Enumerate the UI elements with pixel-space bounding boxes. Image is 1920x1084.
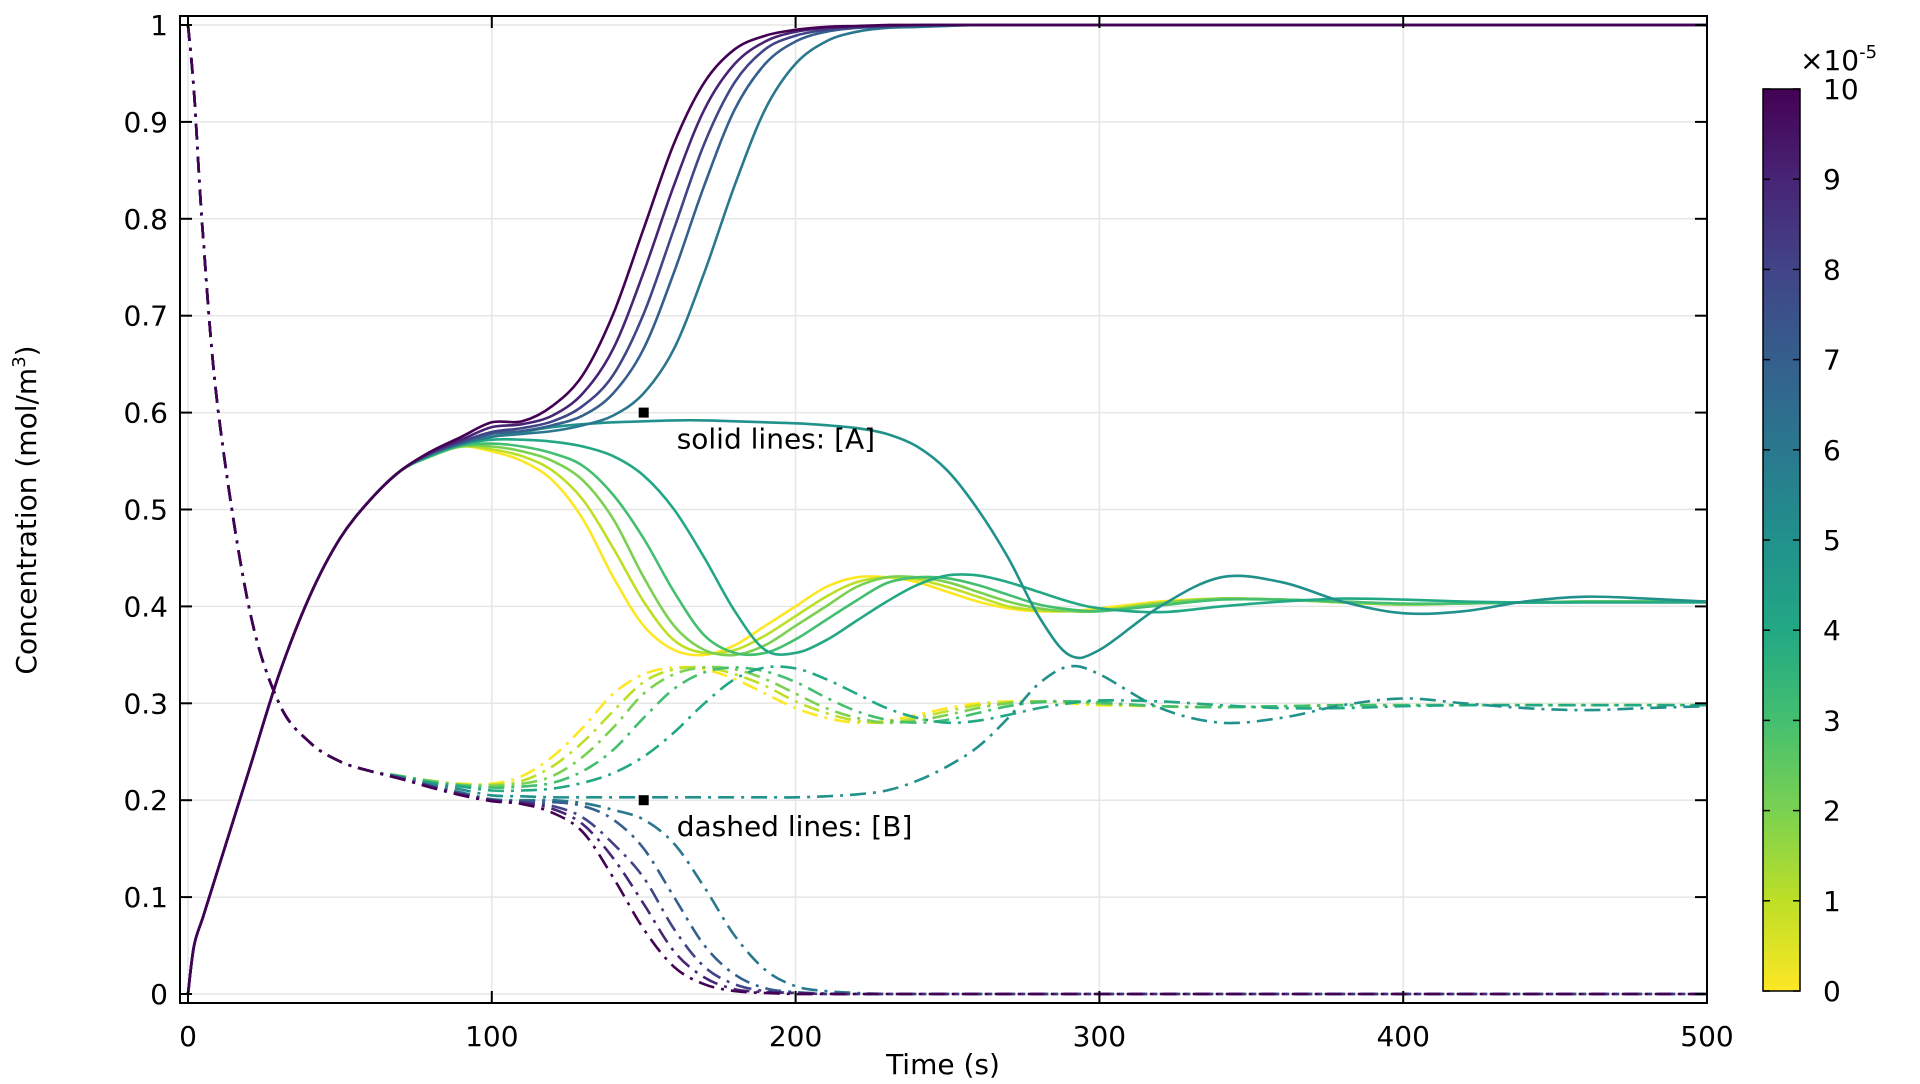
colorbar-multiplier: ×10-5 bbox=[1800, 42, 1877, 77]
colorbar-tick-label: 8 bbox=[1823, 253, 1841, 286]
y-tick-label: 0.9 bbox=[123, 106, 168, 139]
series-B-k2 bbox=[186, 24, 1706, 788]
series-A-k4 bbox=[186, 437, 1706, 995]
annotation-marker bbox=[638, 795, 649, 806]
annotations: solid lines: [A] dashed lines: [B] bbox=[638, 407, 913, 843]
series-B-k0 bbox=[186, 24, 1706, 786]
y-tick-label: 0.8 bbox=[123, 203, 168, 236]
colorbar-tick-label: 0 bbox=[1823, 975, 1841, 1008]
series-B-k4 bbox=[186, 24, 1706, 793]
y-axis-label-main: Concentration (mol/m bbox=[10, 368, 43, 675]
series-B-k3 bbox=[186, 24, 1706, 789]
y-tick-label: 0.1 bbox=[123, 881, 168, 914]
y-tick-label: 0.2 bbox=[123, 784, 168, 817]
axis-ticks: 0 100 200 300 400 500 0 0.1 0.2 0.3 0.4 0.5 0.6 0.7 0.… bbox=[123, 9, 1733, 1053]
x-tick-label: 200 bbox=[769, 1020, 822, 1053]
x-axis-label: Time (s) bbox=[885, 1048, 1000, 1080]
x-tick-label: 300 bbox=[1073, 1020, 1126, 1053]
grid bbox=[180, 16, 1708, 1003]
colorbar-tick-label: 4 bbox=[1823, 614, 1841, 647]
annotation-label: dashed lines: [B] bbox=[677, 810, 913, 843]
colorbar-multiplier-base: ×10 bbox=[1800, 44, 1859, 77]
colorbar-tick-label: 5 bbox=[1823, 524, 1841, 557]
y-tick-label: 0 bbox=[150, 978, 168, 1011]
series-B-k10 bbox=[186, 24, 1706, 996]
colorbar-tick-label: 6 bbox=[1823, 434, 1841, 467]
y-tick-label: 0.4 bbox=[123, 590, 168, 623]
x-tick-label: 0 bbox=[179, 1020, 197, 1053]
colorbar-tick-label: 7 bbox=[1823, 344, 1841, 377]
series-A-k5 bbox=[186, 418, 1706, 995]
y-tick-label: 0.7 bbox=[123, 300, 168, 333]
y-tick-label: 0.6 bbox=[123, 397, 168, 430]
series-A-k10 bbox=[186, 23, 1706, 995]
series-B-k5 bbox=[186, 24, 1706, 799]
y-axis-label-end: ) bbox=[10, 345, 43, 356]
colorbar-tick-label: 2 bbox=[1823, 795, 1841, 828]
series-B-k9 bbox=[186, 24, 1706, 996]
series-B-k1 bbox=[186, 24, 1706, 787]
x-tick-label: 100 bbox=[465, 1020, 518, 1053]
colorbar-tick-label: 1 bbox=[1823, 885, 1841, 918]
series-B-k6 bbox=[186, 24, 1706, 996]
colorbar-multiplier-exp: -5 bbox=[1859, 42, 1877, 63]
series-lines bbox=[186, 23, 1706, 996]
annotation-label: solid lines: [A] bbox=[677, 423, 875, 456]
x-tick-label: 400 bbox=[1376, 1020, 1429, 1053]
colorbar: ×10-5 0 1 2 3 4 5 6 7 8 9 10 bbox=[1762, 42, 1877, 1008]
y-tick-label: 0.3 bbox=[123, 687, 168, 720]
x-tick-label: 500 bbox=[1680, 1020, 1733, 1053]
annotation-marker bbox=[638, 407, 649, 418]
y-tick-label: 0.5 bbox=[123, 494, 168, 527]
colorbar-tick-label: 3 bbox=[1823, 704, 1841, 737]
colorbar-tick-label: 9 bbox=[1823, 163, 1841, 196]
y-axis-label: Concentration (mol/m3) bbox=[9, 345, 43, 674]
colorbar-tick-label: 10 bbox=[1823, 73, 1859, 106]
y-axis-label-sup: 3 bbox=[9, 356, 30, 367]
y-tick-label: 1 bbox=[150, 9, 168, 42]
